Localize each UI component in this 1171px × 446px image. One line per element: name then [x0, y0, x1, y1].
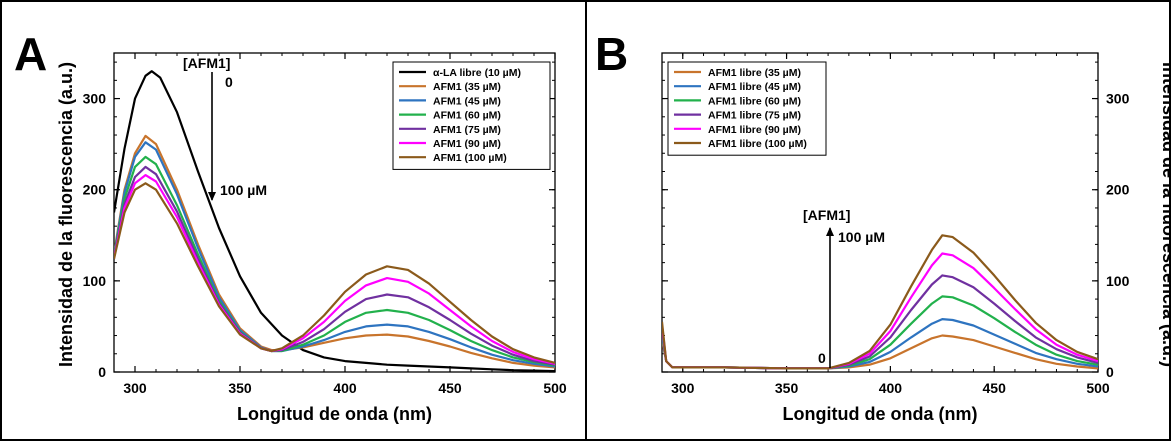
panel-b-x-tick-label: 450 — [983, 380, 1007, 396]
panel-b-legend-label-3: AFM1 libre (60 µM) — [708, 95, 801, 107]
panel-a-letter: A — [14, 28, 47, 80]
panel-a-y-tick-label: 0 — [98, 364, 106, 380]
panel-a-x-tick-label: 300 — [123, 380, 147, 396]
panel-b-x-tick-label: 500 — [1086, 380, 1110, 396]
panel-a-legend-label-5: AFM1 (75 µM) — [433, 124, 501, 136]
panel-a-series-line-4 — [114, 155, 555, 367]
panel-b-annotation-1: [AFM1] — [803, 207, 850, 223]
panel-a-legend-label-2: AFM1 (35 µM) — [433, 81, 501, 93]
panel-a-series-line-7 — [114, 182, 555, 364]
panel-a-y-tick-label: 200 — [83, 182, 107, 198]
panel-a-x-tick-label: 400 — [333, 380, 357, 396]
panel-a-x-tick-label: 450 — [438, 380, 462, 396]
panel-b-x-tick-label: 350 — [775, 380, 799, 396]
panel-a-legend-label-6: AFM1 (90 µM) — [433, 138, 501, 150]
panel-b-y-tick-label: 0 — [1106, 364, 1114, 380]
panel-a-annotation-3: 100 µM — [220, 182, 267, 198]
panel-a-legend-label-4: AFM1 (60 µM) — [433, 110, 501, 122]
panel-b-x-tick-label: 300 — [671, 380, 695, 396]
panel-b-letter: B — [595, 28, 628, 80]
panel-a-x-axis-label: Longitud de onda (nm) — [237, 404, 432, 424]
panel-a-series-line-5 — [114, 165, 555, 366]
panel-b-annotation-3: 0 — [818, 350, 826, 366]
panel-a-series-line-3 — [114, 141, 555, 368]
panel-b-y-tick-label: 200 — [1106, 182, 1130, 198]
panel-b-y-tick-label: 100 — [1106, 273, 1130, 289]
panel-b-concentration-arrowhead — [826, 227, 834, 236]
panel-a-series-line-6 — [114, 174, 555, 365]
panel-a-legend-label-1: α-LA libre (10 µM) — [433, 67, 521, 79]
panel-b-series-line-6 — [662, 234, 1098, 370]
panel-a-legend-label-3: AFM1 (45 µM) — [433, 95, 501, 107]
panel-a-x-tick-label: 350 — [228, 380, 252, 396]
panel-a-y-tick-label: 300 — [83, 91, 107, 107]
panel-b-legend-label-4: AFM1 libre (75 µM) — [708, 110, 801, 122]
panel-b-frame — [585, 0, 1171, 441]
panel-b-legend-box — [667, 61, 827, 156]
panel-b-x-axis-label: Longitud de onda (nm) — [783, 404, 978, 424]
panel-a-x-tick-label: 500 — [543, 380, 567, 396]
panel-a-legend-label-7: AFM1 (100 µM) — [433, 152, 507, 164]
panel-a-y-tick-label: 100 — [83, 273, 107, 289]
panel-b-legend-label-5: AFM1 libre (90 µM) — [708, 124, 801, 136]
panel-a: 300 350 400 450 500 0 100 200 300 Longitud de ond… — [56, 52, 567, 424]
panel-b-series-group — [662, 234, 1098, 370]
panel-b-legend-label-1: AFM1 libre (35 µM) — [708, 67, 801, 79]
panel-b-legend-label-6: AFM1 libre (100 µM) — [708, 138, 807, 150]
panel-a-series-line-1 — [114, 70, 555, 372]
panel-a-series-group — [114, 70, 555, 372]
panel-b-annotation-2: 100 µM — [838, 229, 885, 245]
panel-b-y-axis-label: Intensidad de la fluorescencia (a.u.) — [1159, 62, 1171, 367]
panel-b-x-tick-label: 400 — [879, 380, 903, 396]
panel-b-legend-label-2: AFM1 libre (45 µM) — [708, 81, 801, 93]
panel-a-concentration-arrowhead — [208, 192, 216, 201]
panel-a-annotation-1: [AFM1] — [183, 55, 230, 71]
panel-b-y-tick-label: 300 — [1106, 91, 1130, 107]
panel-a-annotation-2: 0 — [225, 74, 233, 90]
panel-a-y-axis-label: Intensidad de la fluorescencia (a.u.) — [56, 62, 76, 367]
